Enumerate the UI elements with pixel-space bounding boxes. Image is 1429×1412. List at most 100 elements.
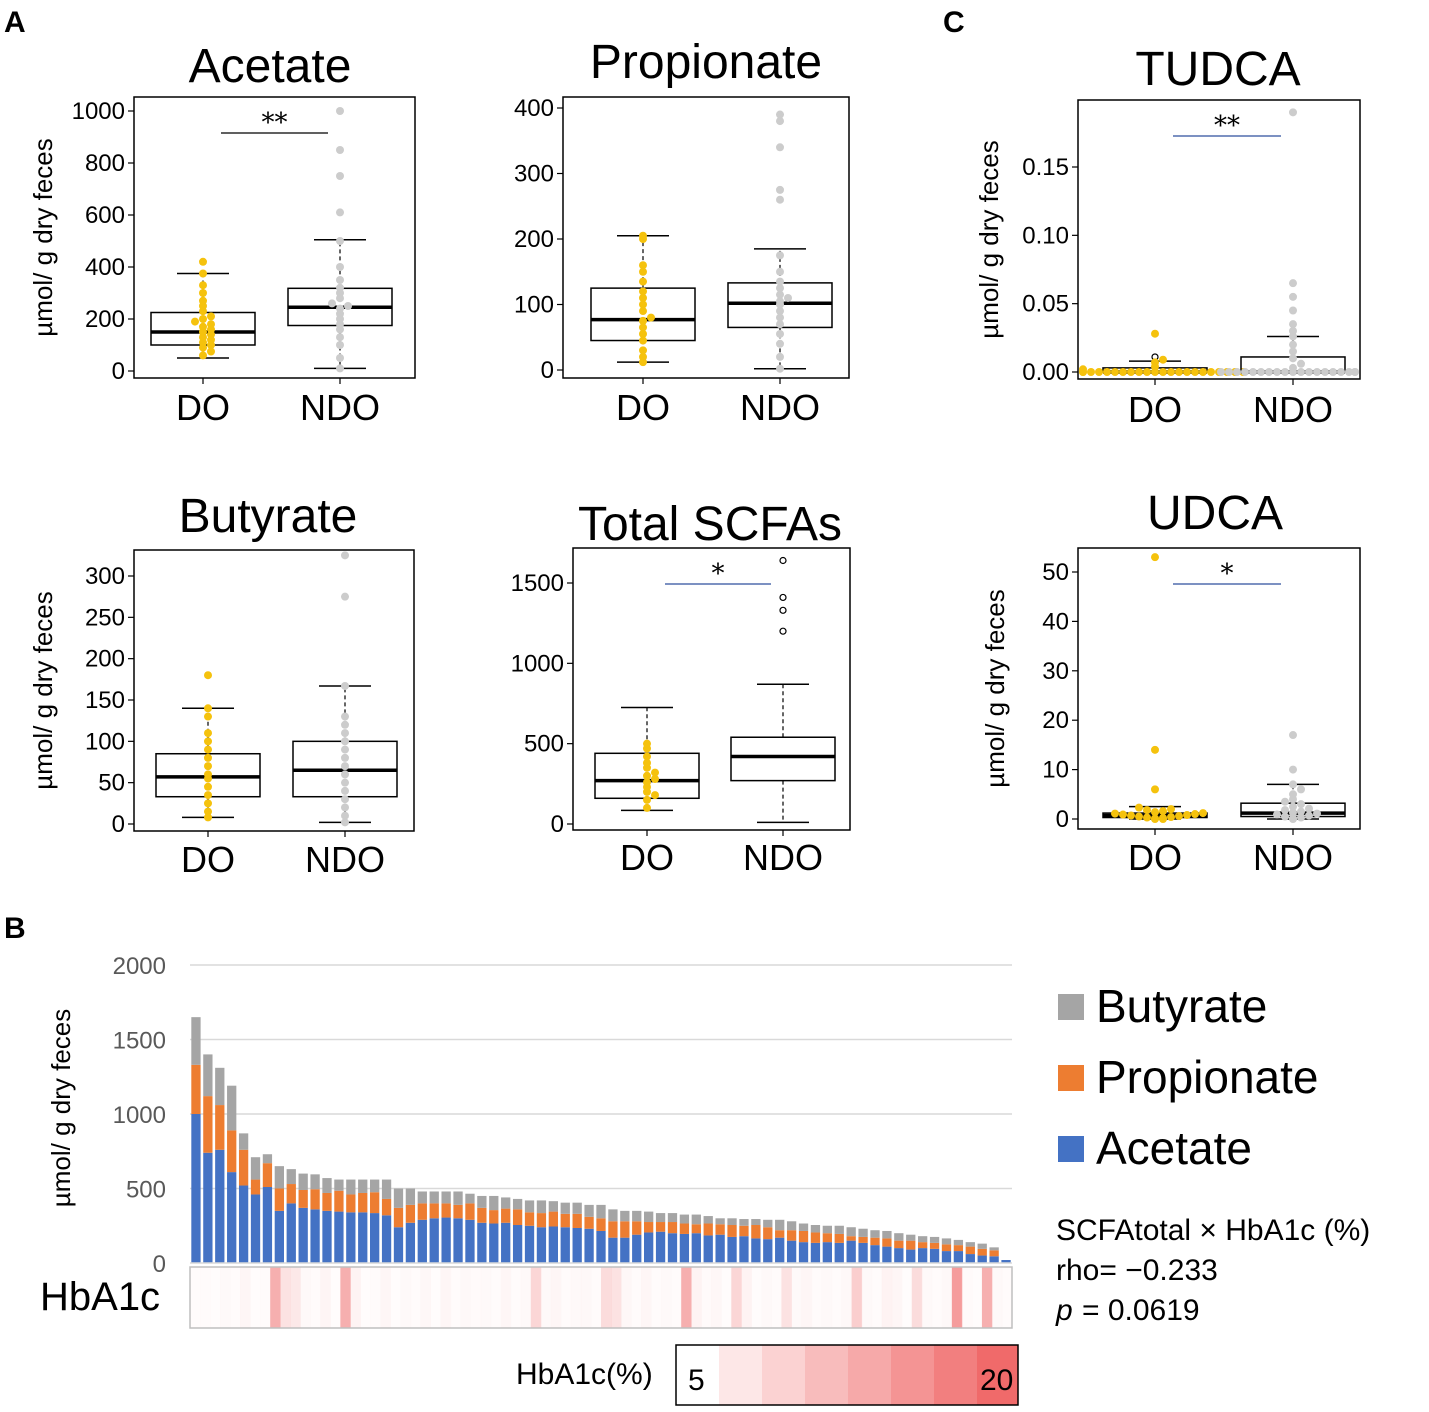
bar-propionate: [691, 1224, 701, 1234]
data-point-do: [1175, 368, 1183, 376]
data-point-do: [199, 257, 207, 266]
bar-acetate: [727, 1236, 737, 1263]
hba1c-cell: [841, 1267, 853, 1328]
bar-butyrate: [489, 1195, 499, 1211]
bar-acetate: [274, 1210, 284, 1263]
hba1c-cell: [861, 1267, 873, 1328]
bar-butyrate: [703, 1216, 713, 1224]
scale-frame: [675, 1344, 1019, 1406]
bar-acetate: [858, 1242, 868, 1263]
hba1c-cell: [941, 1267, 953, 1328]
chart-title: UDCA: [1147, 487, 1283, 540]
data-point-do: [1143, 368, 1151, 376]
bar-butyrate: [298, 1173, 308, 1190]
y-axis-label: µmol/ g dry feces: [46, 1009, 76, 1208]
bar-butyrate: [667, 1213, 678, 1223]
data-point-do: [1151, 814, 1159, 823]
bar-acetate: [918, 1248, 928, 1263]
bar-propionate: [894, 1240, 904, 1249]
legend-label-acetate: Acetate: [1096, 1122, 1252, 1174]
bar-propionate: [548, 1211, 558, 1227]
boxplot-butyrate: Butyrate 0 50 100 150 200 250 300 µmol/ g dry fe…: [28, 490, 415, 880]
hba1c-cell: [570, 1267, 582, 1328]
data-point-ndo: [776, 117, 784, 126]
y-tick-label: 250: [85, 604, 125, 631]
y-tick-label: 0.00: [1022, 359, 1069, 386]
y-tick-label: 30: [1042, 658, 1069, 685]
bar-acetate: [715, 1234, 725, 1263]
panel-label-a: A: [4, 6, 26, 39]
hba1c-cell: [290, 1267, 301, 1328]
bar-butyrate: [691, 1214, 701, 1225]
data-point-ndo: [341, 770, 349, 779]
bar-propionate: [536, 1213, 547, 1228]
hba1c-cell: [430, 1267, 442, 1328]
bar-butyrate: [203, 1054, 213, 1097]
data-point-ndo: [776, 195, 784, 204]
hba1c-cell: [530, 1267, 542, 1328]
y-tick-label: 2000: [113, 953, 166, 980]
bar-acetate: [596, 1230, 606, 1263]
hba1c-cell: [240, 1267, 251, 1328]
bar-butyrate: [965, 1242, 975, 1247]
bar-butyrate: [632, 1210, 642, 1222]
bar-butyrate: [644, 1211, 654, 1223]
outlier-point: [779, 593, 787, 602]
bar-butyrate: [334, 1179, 344, 1191]
bar-propionate: [524, 1212, 535, 1226]
data-point-ndo: [1281, 812, 1289, 821]
hba1c-cell: [580, 1267, 592, 1328]
y-tick-label: 0: [153, 1251, 166, 1278]
bar-propionate: [238, 1149, 249, 1186]
hba1c-cell: [721, 1267, 732, 1328]
bar-propionate: [632, 1221, 642, 1235]
data-point-do: [1151, 329, 1159, 338]
data-point-do: [204, 704, 212, 713]
bar-propionate: [846, 1236, 856, 1241]
hba1c-cell: [621, 1267, 632, 1328]
bar-propionate: [477, 1207, 487, 1223]
data-point-ndo: [1297, 359, 1305, 368]
data-point-do: [199, 296, 207, 305]
data-point-ndo: [341, 712, 349, 721]
scale-step: [719, 1345, 762, 1405]
y-tick-label: 600: [85, 202, 125, 229]
data-point-do: [207, 320, 215, 329]
y-tick-label: 200: [85, 306, 125, 333]
bar-butyrate: [918, 1236, 928, 1243]
data-point-ndo: [1289, 340, 1297, 349]
bar-butyrate: [715, 1218, 725, 1225]
bar-butyrate: [548, 1201, 558, 1212]
bar-propionate: [715, 1224, 725, 1235]
bar-butyrate: [929, 1236, 940, 1243]
data-point-do: [204, 712, 212, 721]
bar-propionate: [370, 1192, 380, 1214]
data-point-ndo: [1305, 811, 1313, 820]
hba1c-cell: [601, 1267, 612, 1328]
data-point-ndo: [1321, 368, 1329, 376]
bar-acetate: [441, 1217, 451, 1263]
bar-acetate: [703, 1235, 713, 1263]
bar-butyrate: [941, 1238, 952, 1245]
scale-step: [848, 1345, 891, 1405]
bar-acetate: [870, 1245, 880, 1263]
bar-propionate: [560, 1213, 570, 1228]
significance-marker: **: [262, 108, 288, 138]
data-point-do: [639, 336, 647, 345]
data-point-ndo: [1289, 347, 1297, 356]
bar-acetate: [453, 1218, 463, 1263]
bar-butyrate: [512, 1198, 523, 1210]
bar-butyrate: [906, 1234, 916, 1241]
data-point-ndo: [1273, 368, 1281, 376]
bar-acetate: [644, 1232, 654, 1263]
y-tick-label: 0: [112, 811, 125, 838]
hba1c-cell: [450, 1267, 462, 1328]
data-point-do: [1135, 812, 1143, 821]
data-point-do: [643, 795, 651, 804]
data-point-do: [1159, 807, 1167, 816]
data-point-ndo: [1289, 279, 1297, 288]
hba1c-cell: [380, 1267, 391, 1328]
hba1c-cell: [410, 1267, 422, 1328]
y-axis-label: µmol/ g dry feces: [28, 138, 58, 337]
